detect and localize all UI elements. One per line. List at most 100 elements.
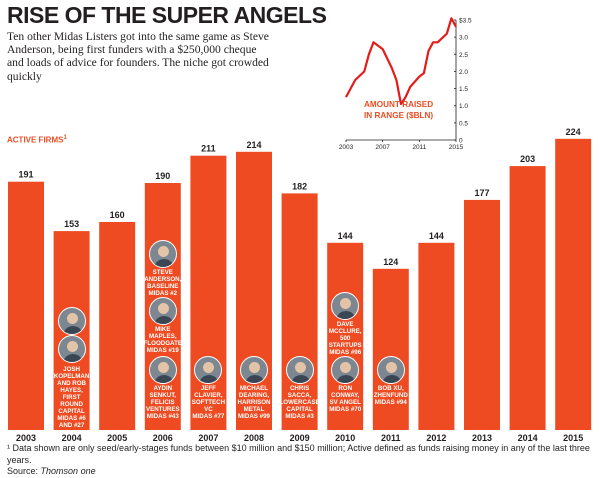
bar-value-label: 182 bbox=[292, 181, 307, 191]
portrait-jeff-clavier bbox=[194, 356, 223, 384]
active-firms-label: ACTIVE FIRMS1 bbox=[7, 135, 67, 145]
portrait-josh-kopelman bbox=[57, 307, 86, 335]
person-label-line: STARTUPS bbox=[328, 342, 362, 349]
inset-y-tick-label: $3.5 bbox=[459, 18, 472, 25]
inset-y-tick-label: 2.5 bbox=[459, 52, 468, 59]
person-label-line: CAPITAL bbox=[286, 406, 313, 413]
inset-y-tick-label: 3.0 bbox=[459, 35, 468, 42]
bar-2003 bbox=[8, 181, 44, 430]
person-label-line: CONWAY, bbox=[331, 392, 360, 399]
footnote: ¹ Data shown are only seed/early-stages … bbox=[7, 443, 600, 478]
bar-value-label: 203 bbox=[520, 154, 535, 164]
person-label-line: MAPLES, bbox=[149, 333, 177, 340]
inset-y-tick-label: 0.5 bbox=[459, 120, 468, 127]
footnote-marker: 1 bbox=[63, 135, 67, 141]
person-label-line: MIKE bbox=[155, 326, 171, 333]
person-label-line: SENKUT, bbox=[149, 392, 177, 399]
portrait-dave-mcclure bbox=[331, 292, 360, 320]
person-label-michael-dearing: MICHAEL DEARING, HARRISON METAL MIDAS #99 bbox=[224, 385, 284, 420]
bar-2013 bbox=[464, 199, 500, 430]
person-label-line: CAPITAL bbox=[58, 408, 85, 415]
person-label-line: FLOODGATE bbox=[143, 340, 182, 347]
inset-y-tick-label: 0 bbox=[459, 138, 463, 145]
person-label-line: ZHENFUND bbox=[373, 392, 408, 399]
inset-x-tick-label: 2011 bbox=[412, 144, 426, 151]
x-tick-label: 2014 bbox=[518, 433, 538, 443]
bar-value-label: 190 bbox=[155, 171, 170, 181]
portrait-aydin-senkut bbox=[148, 356, 177, 384]
inset-x-tick-label: 2015 bbox=[449, 144, 464, 151]
person-label-line: MCCLURE, bbox=[328, 328, 362, 335]
person-label-line: METAL bbox=[243, 406, 265, 413]
amount-raised-line bbox=[345, 17, 457, 106]
person-label-mike-maples: MIKE MAPLES, FLOODGATE MIDAS #19 bbox=[133, 326, 193, 354]
person-label-line: SOFTTECH bbox=[191, 399, 226, 406]
person-label-line: MICHAEL bbox=[239, 385, 269, 392]
bar-value-label: 224 bbox=[566, 127, 581, 137]
x-tick-label: 2008 bbox=[244, 433, 264, 443]
person-label-bob-xu: BOB XU, ZHENFUND MIDAS #94 bbox=[361, 385, 421, 406]
x-tick-label: 2015 bbox=[563, 433, 583, 443]
person-label-line: MIDAS #2 bbox=[148, 290, 178, 297]
person-label-line: HAYES, bbox=[60, 387, 83, 394]
person-label-line: JEFF bbox=[200, 385, 216, 392]
bar-2009 bbox=[281, 193, 318, 430]
x-tick-label: 2003 bbox=[16, 433, 36, 443]
bar-value-label: 160 bbox=[110, 210, 125, 220]
inset-y-tick-label: 1.0 bbox=[459, 103, 468, 110]
person-label-line: MIDAS #19 bbox=[146, 347, 179, 354]
bar-2014 bbox=[509, 166, 546, 430]
x-tick-label: 2011 bbox=[381, 433, 401, 443]
bar-2010 bbox=[327, 242, 364, 430]
amount-raised-inset-chart: $3.5 3.0 2.5 2.0 1.5 1.0 0.5 0 2003 2007 2011 2015 A… bbox=[339, 17, 472, 151]
person-label-line: SV ANGEL bbox=[329, 399, 361, 406]
portrait-chris-sacca bbox=[285, 356, 314, 384]
person-label-line: HARRISON bbox=[237, 399, 271, 406]
x-tick-label: 2013 bbox=[472, 433, 492, 443]
person-label-line: MIDAS #94 bbox=[374, 399, 407, 406]
person-label-line: LOWERCASE bbox=[279, 399, 320, 406]
x-tick-label: 2004 bbox=[62, 433, 82, 443]
person-label-line: MIDAS #6 bbox=[57, 415, 86, 422]
person-label-line: RON bbox=[338, 385, 353, 392]
bar-2011 bbox=[372, 268, 409, 430]
inset-x-tick-label: 2007 bbox=[375, 144, 390, 151]
inset-y-tick-label: 1.5 bbox=[459, 86, 468, 93]
portrait-bob-xu bbox=[376, 356, 405, 384]
person-label-chris-sacca: CHRIS SACCA, LOWERCASE CAPITAL MIDAS #3 bbox=[270, 385, 330, 420]
bar-2015 bbox=[555, 138, 592, 431]
page-subtitle: Ten other Midas Listers got into the sam… bbox=[7, 30, 269, 83]
person-label-line: AYDIN bbox=[153, 385, 173, 392]
bar-value-label: 177 bbox=[474, 188, 489, 198]
person-label-line: CHRIS bbox=[289, 385, 310, 392]
person-label-steve-anderson: STEVE ANDERSON, BASELINE MIDAS #2 bbox=[133, 269, 193, 297]
person-label-josh-kopelman-rob-hayes: JOSH KOPELMAN AND ROB HAYES, FIRST ROUND CAPIT… bbox=[42, 366, 102, 429]
x-tick-label: 2012 bbox=[426, 433, 446, 443]
bar-value-label: 211 bbox=[201, 144, 216, 154]
x-tick-label: 2010 bbox=[335, 433, 355, 443]
footnote-text: ¹ Data shown are only seed/early-stages … bbox=[7, 443, 590, 465]
inset-y-tick-label: 2.0 bbox=[459, 69, 468, 76]
person-label-line: MIDAS #99 bbox=[238, 413, 270, 420]
inset-x-tick-label: 2003 bbox=[339, 144, 354, 151]
person-label-line: VC bbox=[204, 406, 213, 413]
person-label-line: MIDAS #77 bbox=[192, 413, 225, 420]
portrait-ron-conway bbox=[331, 356, 360, 384]
bar-2012 bbox=[418, 242, 455, 430]
person-label-line: CLAVIER, bbox=[194, 392, 223, 399]
bar-2007 bbox=[190, 155, 227, 430]
person-label-line: ANDERSON, bbox=[144, 276, 182, 283]
bar-2005 bbox=[99, 222, 136, 430]
bar-value-label: 214 bbox=[246, 140, 261, 150]
person-label-line: DEARING, bbox=[238, 392, 270, 399]
person-label-line: MIDAS #70 bbox=[329, 406, 362, 413]
page-title: RISE OF THE SUPER ANGELS bbox=[7, 2, 327, 28]
bar-value-label: 124 bbox=[383, 257, 398, 267]
person-label-line: KOPELMAN bbox=[53, 373, 90, 380]
person-label-line: FELICIS bbox=[150, 399, 175, 406]
person-label-ron-conway: RON CONWAY, SV ANGEL MIDAS #70 bbox=[315, 385, 375, 413]
bar-value-label: 153 bbox=[64, 219, 79, 229]
person-label-aydin-senkut: AYDIN SENKUT, FELICIS VENTURES MIDAS #43 bbox=[133, 385, 193, 420]
source-name: Thomson one bbox=[40, 466, 96, 476]
x-tick-label: 2005 bbox=[107, 433, 127, 443]
